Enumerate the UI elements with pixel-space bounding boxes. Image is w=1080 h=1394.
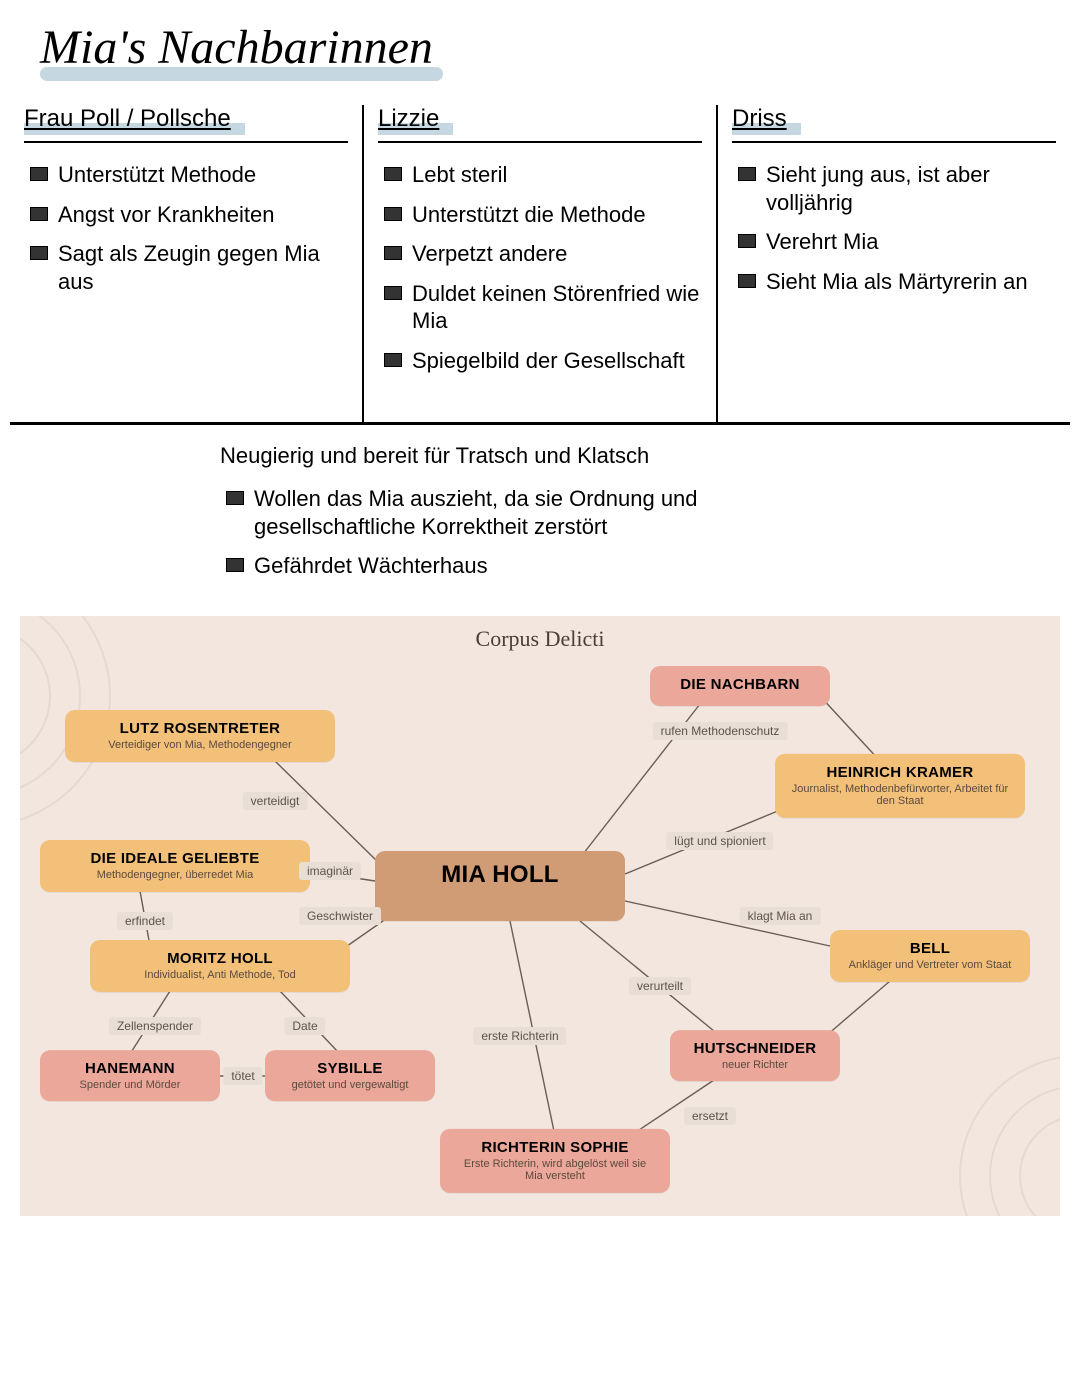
node-kramer: HEINRICH KRAMER Journalist, Methodenbefür… <box>775 753 1025 817</box>
list-item: Lebt steril <box>382 155 702 195</box>
node-title: DIE IDEALE GELIEBTE <box>56 850 294 867</box>
node-subtitle: neuer Richter <box>686 1059 824 1072</box>
edge-label: Date <box>284 1017 325 1035</box>
node-title: MIA HOLL <box>391 861 609 889</box>
column-heading: Frau Poll / Pollsche <box>24 105 245 135</box>
column-heading: Driss <box>732 105 801 135</box>
node-title: BELL <box>846 940 1014 957</box>
node-subtitle: Spender und Mörder <box>56 1079 204 1092</box>
edge-label: imaginär <box>299 862 361 880</box>
node-title: MORITZ HOLL <box>106 950 334 967</box>
node-title: HEINRICH KRAMER <box>791 763 1009 780</box>
column-list: Lebt steril Unterstützt die Methode Verp… <box>378 155 702 380</box>
list-item: Unterstützt die Methode <box>382 195 702 235</box>
edge-label: lügt und spioniert <box>666 832 773 850</box>
edge-label: klagt Mia an <box>740 907 821 925</box>
diagram-title: Corpus Delicti <box>20 626 1060 652</box>
node-title: HUTSCHNEIDER <box>686 1040 824 1057</box>
node-subtitle: Verteidiger von Mia, Methodengegner <box>81 739 319 752</box>
node-sophie: RICHTERIN SOPHIE Erste Richterin, wird ab… <box>440 1128 670 1192</box>
node-title: DIE NACHBARN <box>666 676 814 693</box>
page-title: Mia's Nachbarinnen <box>0 0 433 75</box>
node-subtitle: getötet und vergewaltigt <box>281 1079 419 1092</box>
node-hanemann: HANEMANN Spender und Mörder <box>40 1050 220 1102</box>
summary-list: Wollen das Mia auszieht, da sie Ordnung … <box>220 479 780 586</box>
list-item: Spiegelbild der Gesellschaft <box>382 341 702 381</box>
node-title: SYBILLE <box>281 1060 419 1077</box>
edge-label: rufen Methodenschutz <box>653 722 788 740</box>
node-bell: BELL Ankläger und Vertreter vom Staat <box>830 930 1030 982</box>
edge-label: erfindet <box>117 912 173 930</box>
node-mia: MIA HOLL <box>375 851 625 921</box>
edge-label: Zellenspender <box>109 1017 201 1035</box>
list-item: Duldet keinen Störenfried wie Mia <box>382 274 702 341</box>
edge-label: erste Richterin <box>473 1027 566 1045</box>
column-list: Unterstützt Methode Angst vor Krankheite… <box>24 155 348 301</box>
node-moritz: MORITZ HOLL Individualist, Anti Methode, … <box>90 940 350 992</box>
list-item: Unterstützt Methode <box>28 155 348 195</box>
column-heading: Lizzie <box>378 105 453 135</box>
list-item: Gefährdet Wächterhaus <box>224 546 780 586</box>
list-item: Angst vor Krankheiten <box>28 195 348 235</box>
node-rosentreter: LUTZ ROSENTRETER Verteidiger von Mia, Met… <box>65 710 335 762</box>
node-nachbarn: DIE NACHBARN <box>650 666 830 706</box>
edge-label: Geschwister <box>299 907 381 925</box>
column-list: Sieht jung aus, ist aber volljährig Vere… <box>732 155 1056 301</box>
node-subtitle: Methodengegner, überredet Mia <box>56 869 294 882</box>
corpus-delicti-diagram: Corpus Delicti MIA HOLL DIE NACHBARN HEINR… <box>20 616 1060 1216</box>
column-poll: Frau Poll / Pollsche Unterstützt Methode… <box>10 105 362 422</box>
column-driss: Driss Sieht jung aus, ist aber volljähri… <box>716 105 1070 422</box>
node-sybille: SYBILLE getötet und vergewaltigt <box>265 1050 435 1102</box>
list-item: Sagt als Zeugin gegen Mia aus <box>28 234 348 301</box>
node-subtitle: Individualist, Anti Methode, Tod <box>106 969 334 982</box>
summary-block: Neugierig und bereit für Tratsch und Kla… <box>220 443 780 586</box>
neighbor-columns: Frau Poll / Pollsche Unterstützt Methode… <box>10 105 1070 425</box>
list-item: Sieht Mia als Märtyrerin an <box>736 262 1056 302</box>
node-title: HANEMANN <box>56 1060 204 1077</box>
edge-label: tötet <box>223 1067 262 1085</box>
list-item: Verpetzt andere <box>382 234 702 274</box>
node-hutschneider: HUTSCHNEIDER neuer Richter <box>670 1030 840 1082</box>
list-item: Verehrt Mia <box>736 222 1056 262</box>
summary-lead: Neugierig und bereit für Tratsch und Kla… <box>220 443 780 469</box>
node-subtitle: Erste Richterin, wird abgelöst weil sie … <box>456 1157 654 1182</box>
node-title: RICHTERIN SOPHIE <box>456 1138 654 1155</box>
column-lizzie: Lizzie Lebt steril Unterstützt die Metho… <box>362 105 716 422</box>
node-geliebte: DIE IDEALE GELIEBTE Methodengegner, überr… <box>40 840 310 892</box>
edge-label: verteidigt <box>243 792 308 810</box>
node-subtitle: Journalist, Methodenbefürworter, Arbeite… <box>791 782 1009 807</box>
list-item: Wollen das Mia auszieht, da sie Ordnung … <box>224 479 780 546</box>
list-item: Sieht jung aus, ist aber volljährig <box>736 155 1056 222</box>
edge-label: ersetzt <box>684 1107 736 1125</box>
edge-label: verurteilt <box>629 977 691 995</box>
node-title: LUTZ ROSENTRETER <box>81 720 319 737</box>
node-subtitle: Ankläger und Vertreter vom Staat <box>846 959 1014 972</box>
